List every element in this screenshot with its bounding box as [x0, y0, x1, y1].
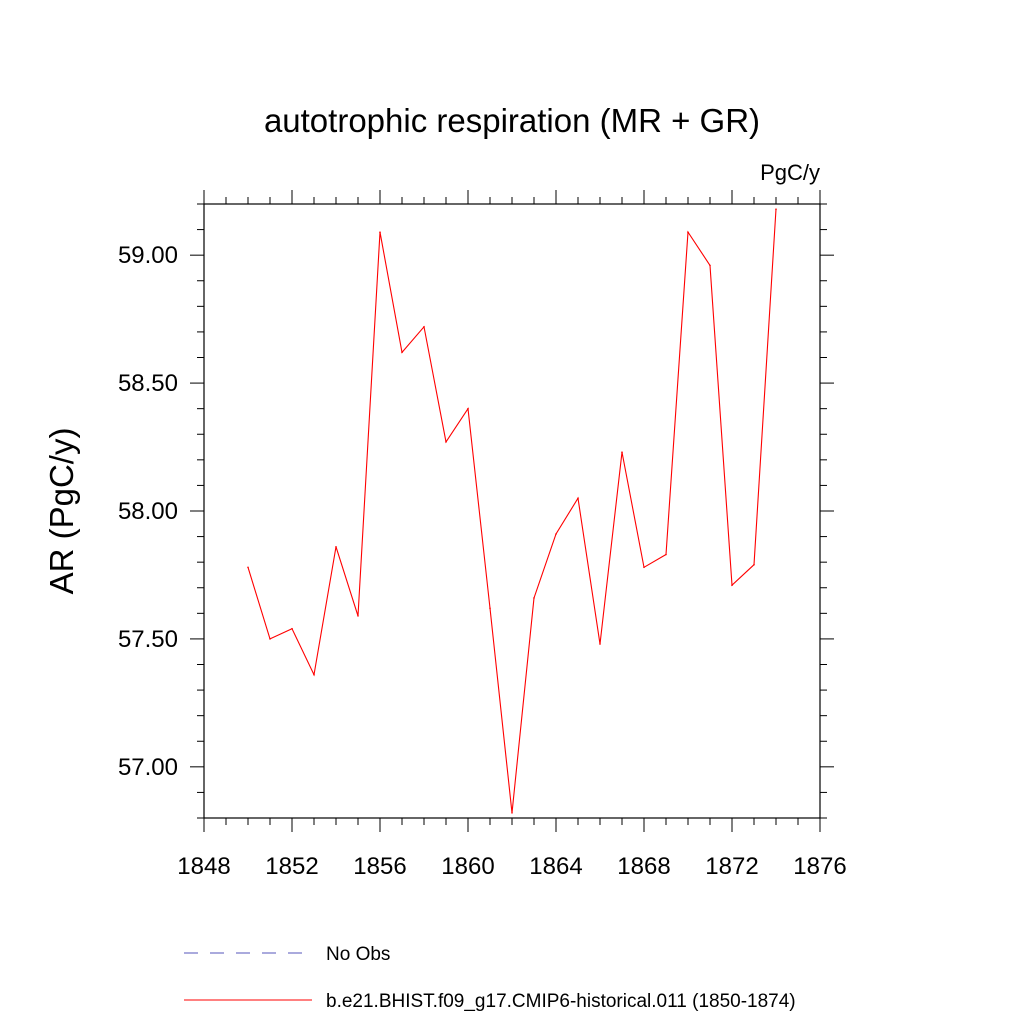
data-point: [643, 566, 645, 569]
x-tick-label: 1852: [265, 853, 318, 880]
data-point: [753, 563, 755, 566]
legend-label: No Obs: [326, 944, 390, 965]
data-point: [445, 441, 447, 443]
y-tick-label: 57.00: [118, 754, 178, 781]
data-point: [379, 231, 381, 233]
data-point: [489, 607, 491, 610]
data-point: [533, 597, 535, 599]
chart-title: autotrophic respiration (MR + GR): [264, 102, 760, 139]
ticks-layer: 1848 1852 1856 1860 1864 1868 1872 1876 57.00 57.…: [118, 190, 847, 880]
x-tick-label: 1864: [529, 853, 582, 880]
data-point: [401, 351, 403, 354]
y-axis-label: AR (PgC/y): [43, 428, 80, 595]
x-tick-label: 1876: [793, 853, 846, 880]
data-point: [665, 553, 667, 556]
legend-label: b.e21.BHIST.f09_g17.CMIP6-historical.011…: [326, 991, 796, 1012]
plot-frame: [203, 203, 821, 819]
data-point: [423, 326, 425, 328]
series-line-0: [247, 209, 777, 813]
data-point: [687, 231, 689, 233]
x-tick-label: 1848: [177, 853, 230, 880]
units-label: PgC/y: [760, 160, 820, 185]
x-tick-label: 1868: [617, 853, 670, 880]
y-tick-label: 57.50: [118, 626, 178, 653]
y-tick-label: 58.00: [118, 498, 178, 525]
data-point: [269, 638, 271, 640]
x-tick-label: 1872: [705, 853, 758, 880]
x-tick-label: 1860: [441, 853, 494, 880]
x-tick-label: 1856: [353, 853, 406, 880]
data-point: [313, 673, 315, 676]
data-point: [335, 546, 337, 548]
series-layer: [247, 208, 777, 814]
data-point: [621, 451, 623, 453]
y-tick-label: 58.50: [118, 370, 178, 397]
data-point: [247, 566, 249, 569]
data-point: [731, 584, 733, 586]
data-point: [577, 497, 579, 500]
y-tick-label: 59.00: [118, 242, 178, 269]
data-point: [357, 615, 359, 617]
data-point: [511, 812, 513, 814]
legend: No Obs b.e21.BHIST.f09_g17.CMIP6-historic…: [184, 944, 796, 1012]
data-point: [291, 627, 293, 630]
data-point: [775, 208, 777, 210]
data-point: [599, 643, 601, 645]
data-point: [467, 407, 469, 410]
data-point: [555, 533, 557, 535]
data-point: [709, 264, 711, 267]
